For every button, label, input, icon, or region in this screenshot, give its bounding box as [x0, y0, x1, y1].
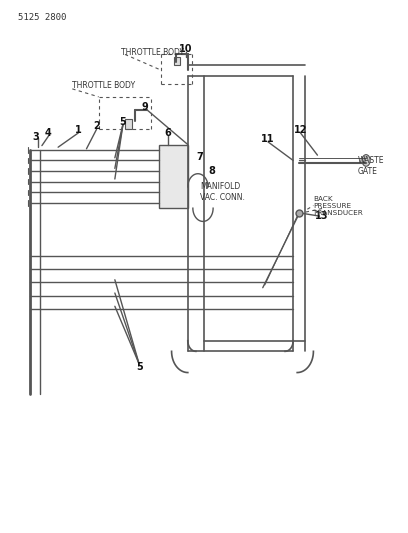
FancyBboxPatch shape: [160, 144, 188, 208]
Text: 2: 2: [93, 121, 100, 131]
Text: 1: 1: [75, 125, 82, 135]
Text: 5125 2800: 5125 2800: [18, 13, 66, 22]
Bar: [174, 57, 180, 65]
Text: 6: 6: [164, 128, 171, 138]
Text: 7: 7: [197, 152, 203, 162]
Text: 9: 9: [142, 102, 149, 112]
Text: 12: 12: [294, 125, 307, 135]
Text: 4: 4: [44, 128, 51, 138]
Text: 5: 5: [136, 362, 142, 372]
Text: 8: 8: [208, 166, 215, 176]
Text: MANIFOLD
VAC. CONN.: MANIFOLD VAC. CONN.: [200, 182, 245, 202]
Text: 3: 3: [33, 132, 39, 142]
Text: THROTTLE BODY: THROTTLE BODY: [72, 82, 135, 91]
Text: THROTTLE BODY: THROTTLE BODY: [121, 49, 184, 58]
Ellipse shape: [362, 155, 370, 166]
Text: BACK
PRESSURE
TRANSDUCER: BACK PRESSURE TRANSDUCER: [313, 196, 363, 215]
Text: 13: 13: [315, 211, 328, 221]
Text: WASTE
GATE: WASTE GATE: [358, 156, 384, 176]
Text: 11: 11: [261, 134, 275, 144]
Text: 5: 5: [120, 117, 126, 127]
Bar: [125, 119, 132, 128]
Text: 10: 10: [179, 44, 193, 54]
